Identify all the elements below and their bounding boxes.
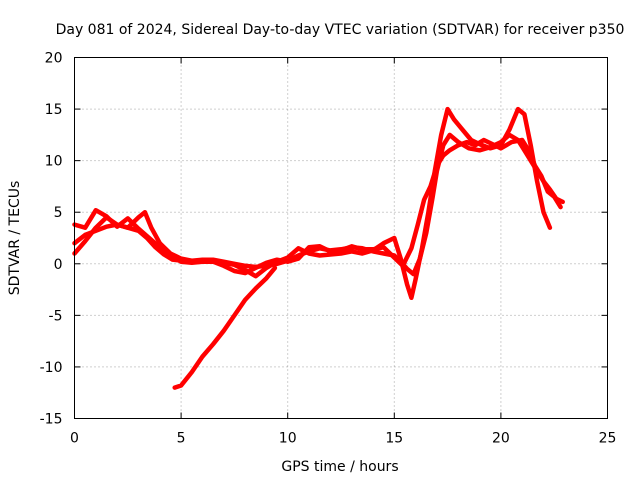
y-tick-label: -5 — [49, 308, 63, 324]
series-line-track-b — [72, 106, 553, 301]
y-tick-label: -10 — [40, 360, 63, 376]
x-tick-label: 5 — [177, 431, 186, 447]
x-tick-label: 25 — [599, 431, 617, 447]
y-tick-label: -15 — [40, 412, 63, 428]
chart-title: Day 081 of 2024, Sidereal Day-to-day VTE… — [56, 22, 625, 38]
ticks: 0 5 10 15 20 25 -15 -10 -5 0 5 10 15 20 — [40, 51, 617, 447]
series-line-track-c — [72, 137, 563, 276]
x-tick-label: 20 — [492, 431, 510, 447]
plot-frame — [74, 57, 608, 419]
x-axis-label: GPS time / hours — [281, 459, 398, 475]
x-tick-label: 0 — [70, 431, 79, 447]
y-axis-label: SDTVAR / TECUs — [7, 181, 23, 296]
y-tick-label: 15 — [45, 102, 63, 118]
series-line-track-d — [172, 265, 278, 390]
series-layer — [72, 106, 565, 390]
x-tick-label: 15 — [385, 431, 403, 447]
y-tick-label: 5 — [54, 205, 63, 221]
grid — [74, 57, 608, 419]
y-tick-label: 10 — [45, 154, 63, 170]
y-tick-label: 20 — [45, 51, 63, 67]
x-tick-label: 10 — [279, 431, 297, 447]
y-tick-label: 0 — [54, 257, 63, 273]
